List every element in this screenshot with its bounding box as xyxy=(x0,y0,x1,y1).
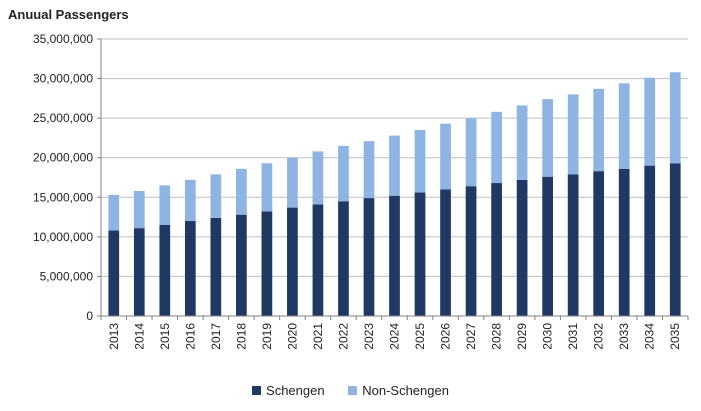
y-tick-label: 0 xyxy=(86,309,93,323)
bar-schengen-2023 xyxy=(363,198,375,316)
x-tick-label: 2027 xyxy=(464,323,478,350)
bar-schengen-2034 xyxy=(644,165,656,316)
x-tick-label: 2025 xyxy=(413,323,427,350)
bar-non-schengen-2016 xyxy=(184,179,196,222)
bar-non-schengen-2021 xyxy=(312,151,324,205)
legend-swatch-schengen xyxy=(252,386,262,395)
bar-non-schengen-2024 xyxy=(389,135,400,196)
bar-non-schengen-2027 xyxy=(465,118,477,187)
bar-non-schengen-2028 xyxy=(491,111,502,184)
bar-schengen-2027 xyxy=(465,186,477,316)
bar-non-schengen-2031 xyxy=(567,94,579,175)
legend-item-non-schengen: Non-Schengen xyxy=(348,383,449,398)
x-tick-label: 2024 xyxy=(388,323,402,350)
bar-schengen-2020 xyxy=(287,207,298,316)
x-tick-label: 2033 xyxy=(617,323,631,350)
x-tick-label: 2019 xyxy=(260,323,274,350)
bar-non-schengen-2023 xyxy=(363,141,375,199)
legend-item-schengen: Schengen xyxy=(252,383,325,398)
bar-non-schengen-2017 xyxy=(210,174,222,218)
bar-non-schengen-2035 xyxy=(669,72,681,164)
x-tick-label: 2013 xyxy=(107,323,121,350)
x-tick-label: 2028 xyxy=(490,323,504,350)
bar-non-schengen-2013 xyxy=(108,194,120,231)
legend-label-schengen: Schengen xyxy=(266,383,325,398)
bar-schengen-2033 xyxy=(618,168,630,316)
x-tick-label: 2017 xyxy=(209,323,223,350)
bar-schengen-2026 xyxy=(440,189,451,316)
bar-non-schengen-2019 xyxy=(261,163,273,212)
x-tick-label: 2023 xyxy=(362,323,376,350)
x-tick-label: 2018 xyxy=(234,323,248,350)
x-tick-label: 2014 xyxy=(132,323,146,350)
bar-non-schengen-2022 xyxy=(338,145,349,202)
bar-schengen-2014 xyxy=(133,228,145,316)
x-tick-label: 2031 xyxy=(566,323,580,350)
bar-non-schengen-2029 xyxy=(516,105,528,180)
bar-schengen-2032 xyxy=(593,171,605,316)
bar-schengen-2028 xyxy=(491,183,502,316)
x-tick-label: 2015 xyxy=(158,323,172,350)
bar-non-schengen-2032 xyxy=(593,88,605,172)
chart-title: Anuual Passengers xyxy=(8,7,129,22)
y-tick-label: 5,000,000 xyxy=(40,269,94,283)
bar-schengen-2013 xyxy=(108,230,120,316)
bar-non-schengen-2026 xyxy=(440,123,451,190)
x-tick-label: 2016 xyxy=(183,323,197,350)
legend-swatch-non-schengen xyxy=(348,386,358,395)
x-tick-label: 2026 xyxy=(439,323,453,350)
bar-schengen-2022 xyxy=(338,201,349,316)
x-tick-label: 2035 xyxy=(668,323,682,350)
bar-schengen-2035 xyxy=(669,163,681,316)
bar-schengen-2024 xyxy=(389,195,400,316)
bar-non-schengen-2030 xyxy=(542,99,553,177)
bar-schengen-2030 xyxy=(542,176,553,316)
bar-schengen-2016 xyxy=(184,221,196,316)
bar-non-schengen-2025 xyxy=(414,130,426,193)
y-tick-label: 35,000,000 xyxy=(33,32,93,46)
x-tick-label: 2032 xyxy=(592,323,606,350)
bar-non-schengen-2020 xyxy=(287,157,298,208)
axes: 0 5,000,000 10,000,000 15,000,000 20,000,000… xyxy=(33,32,689,350)
bar-non-schengen-2014 xyxy=(133,190,145,229)
x-tick-label: 2022 xyxy=(336,323,350,350)
bar-schengen-2019 xyxy=(261,211,273,316)
bar-non-schengen-2018 xyxy=(236,168,247,215)
x-tick-label: 2020 xyxy=(285,323,299,350)
bar-schengen-2015 xyxy=(159,224,171,316)
bar-non-schengen-2015 xyxy=(159,185,171,225)
bar-schengen-2018 xyxy=(236,214,247,316)
bar-schengen-2031 xyxy=(567,174,579,316)
y-tick-label: 15,000,000 xyxy=(33,190,93,204)
legend-label-non-schengen: Non-Schengen xyxy=(362,383,449,398)
bar-non-schengen-2033 xyxy=(618,83,630,169)
x-tick-label: 2034 xyxy=(643,323,657,350)
x-tick-label: 2029 xyxy=(515,323,529,350)
x-tick-label: 2021 xyxy=(311,323,325,350)
bar-schengen-2021 xyxy=(312,204,324,316)
bars xyxy=(108,72,681,316)
bar-schengen-2029 xyxy=(516,179,528,316)
y-tick-label: 10,000,000 xyxy=(33,230,93,244)
y-tick-label: 20,000,000 xyxy=(33,151,93,165)
y-tick-label: 25,000,000 xyxy=(33,111,93,125)
bar-non-schengen-2034 xyxy=(644,77,656,166)
bar-schengen-2025 xyxy=(414,192,426,316)
x-tick-label: 2030 xyxy=(541,323,555,350)
y-tick-label: 30,000,000 xyxy=(33,72,93,86)
legend: Schengen Non-Schengen xyxy=(0,383,701,398)
bar-schengen-2017 xyxy=(210,217,222,316)
